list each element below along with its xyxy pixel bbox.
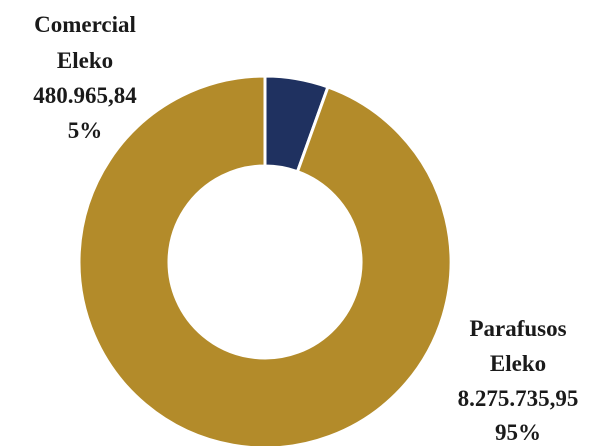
slice-label-comercial-value: 480.965,84 bbox=[33, 83, 137, 108]
slice-label-comercial-percent: 5% bbox=[68, 118, 103, 143]
slice-label-comercial-name-line2: Eleko bbox=[57, 48, 113, 73]
slice-label-comercial-name-line1: Comercial bbox=[34, 12, 136, 37]
slice-label-parafusos-percent: 95% bbox=[495, 420, 541, 445]
slice-label-parafusos-name-line1: Parafusos bbox=[469, 316, 566, 341]
slice-label-parafusos-value: 8.275.735,95 bbox=[458, 386, 579, 411]
slice-label-parafusos: Parafusos Eleko 8.275.735,95 95% bbox=[458, 316, 579, 445]
slice-parafusos-eleko bbox=[77, 74, 453, 446]
slice-label-comercial: Comercial Eleko 480.965,84 5% bbox=[33, 12, 137, 143]
slice-label-parafusos-name-line2: Eleko bbox=[490, 351, 546, 376]
donut-slices bbox=[77, 74, 453, 446]
